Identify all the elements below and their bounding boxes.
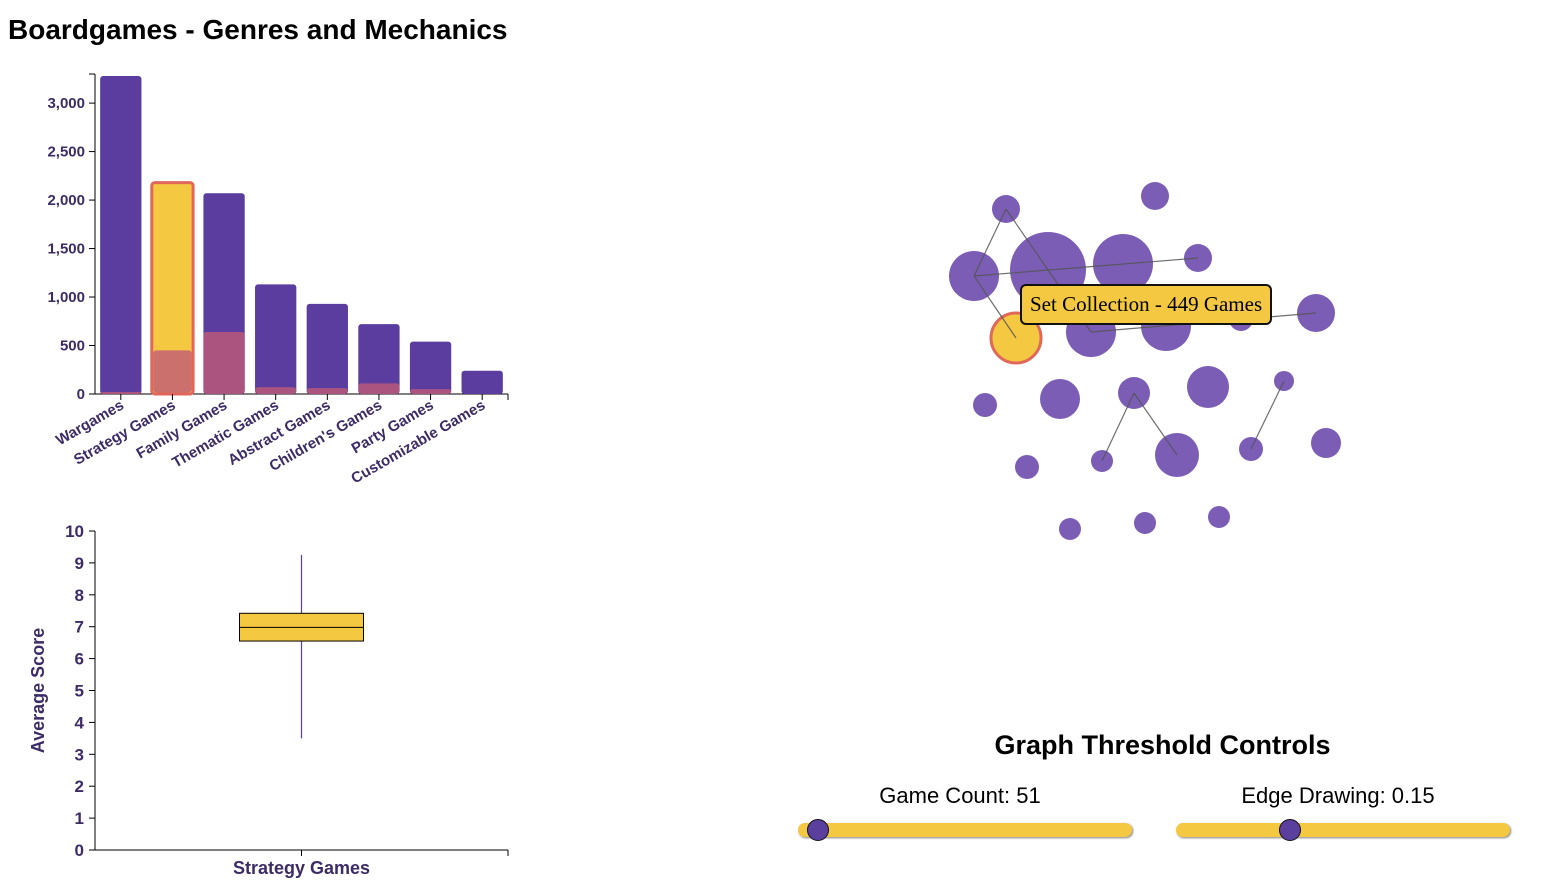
graph-edge-3 [973,275,1017,339]
bar-y-tick-label: 2,500 [47,144,85,161]
bar-y-tick-label: 1,000 [47,289,85,306]
bar-overlay-2[interactable] [203,331,245,394]
bar-overlay-3[interactable] [255,387,297,394]
bar-7[interactable] [461,370,503,394]
graph-node-21[interactable] [1059,518,1081,540]
box-y-tick-label: 0 [75,841,84,860]
box-y-tick-label: 10 [65,522,84,541]
bar-overlay-1[interactable] [153,350,192,393]
graph-node-1[interactable] [1141,182,1169,210]
graph-node-20[interactable] [1311,428,1341,458]
bar-4[interactable] [306,303,348,394]
graph-node-14[interactable] [1187,366,1229,408]
bar-overlay-5[interactable] [358,383,400,394]
graph-node-12[interactable] [1040,379,1080,419]
bar-overlay-4[interactable] [306,388,348,394]
box-y-tick-label: 6 [75,650,84,669]
controls-title: Graph Threshold Controls [994,730,1331,760]
graph-edge-7 [1133,392,1178,456]
box-category-label: Strategy Games [233,858,370,878]
box-y-tick-label: 2 [75,777,84,796]
node-tooltip: Set Collection - 449 Games [1020,284,1273,325]
bar-y-tick-label: 2,000 [47,192,85,209]
game-count-label: Game Count: 51 [879,783,1041,808]
score-box-plot: 0 1 2 3 4 5 6 7 8 9 10 Average Score Strategy Games [28,522,509,878]
bar-y-tick-label: 500 [60,338,85,355]
bar-y-tick-label: 3,000 [47,95,85,112]
mechanics-network-graph [949,182,1341,540]
bar-3[interactable] [255,284,297,394]
graph-threshold-controls: Graph Threshold Controls Game Count: 51 … [790,725,1549,875]
edge-drawing-thumb[interactable] [1278,819,1301,841]
bar-y-tick-label: 1,500 [47,241,85,258]
graph-edge-1 [1005,208,1049,271]
graph-edge-8 [1250,380,1285,450]
bar-5[interactable] [358,324,400,394]
graph-edge-0 [973,208,1007,277]
graph-edge-2 [973,257,1199,277]
bar-y-tick-label: 0 [77,386,85,403]
edge-drawing-label: Edge Drawing: 0.15 [1241,783,1435,808]
graph-node-22[interactable] [1134,512,1156,534]
box-y-tick-label: 9 [75,554,84,573]
graph-node-16[interactable] [1015,455,1039,479]
box-y-tick-label: 5 [75,682,84,701]
genre-bar-chart: 05001,0001,5002,0002,5003,000WargamesStr… [47,73,509,487]
game-count-thumb[interactable] [807,819,830,841]
box-y-tick-label: 4 [75,713,85,732]
bar-overlay-6[interactable] [409,389,452,394]
box-y-tick-label: 3 [75,745,84,764]
box-y-tick-label: 8 [75,586,84,605]
box-y-tick-label: 7 [75,618,84,637]
game-count-track[interactable] [798,823,1132,837]
graph-node-11[interactable] [973,393,997,417]
game-count-slider[interactable]: Game Count: 51 [790,783,1132,853]
bar-6[interactable] [409,341,452,394]
edge-drawing-slider[interactable]: Edge Drawing: 0.15 [1168,783,1510,853]
box-y-axis-label: Average Score [28,628,48,753]
edge-drawing-track[interactable] [1176,823,1510,837]
graph-node-23[interactable] [1208,506,1230,528]
bar-0[interactable] [100,75,142,394]
page-title: Boardgames - Genres and Mechanics [8,14,508,45]
bar-overlay-0[interactable] [100,392,142,394]
box-y-tick-label: 1 [75,809,84,828]
graph-edge-6 [1101,392,1135,462]
